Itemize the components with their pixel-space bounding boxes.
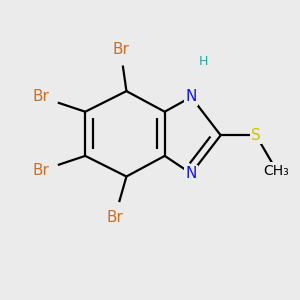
- Text: Br: Br: [33, 163, 50, 178]
- Text: S: S: [251, 128, 261, 143]
- Text: Br: Br: [106, 210, 123, 225]
- Text: Br: Br: [112, 42, 129, 57]
- Text: CH₃: CH₃: [264, 164, 290, 178]
- Text: N: N: [185, 166, 197, 181]
- Text: H: H: [198, 55, 208, 68]
- Text: Br: Br: [33, 89, 50, 104]
- Text: N: N: [185, 89, 197, 104]
